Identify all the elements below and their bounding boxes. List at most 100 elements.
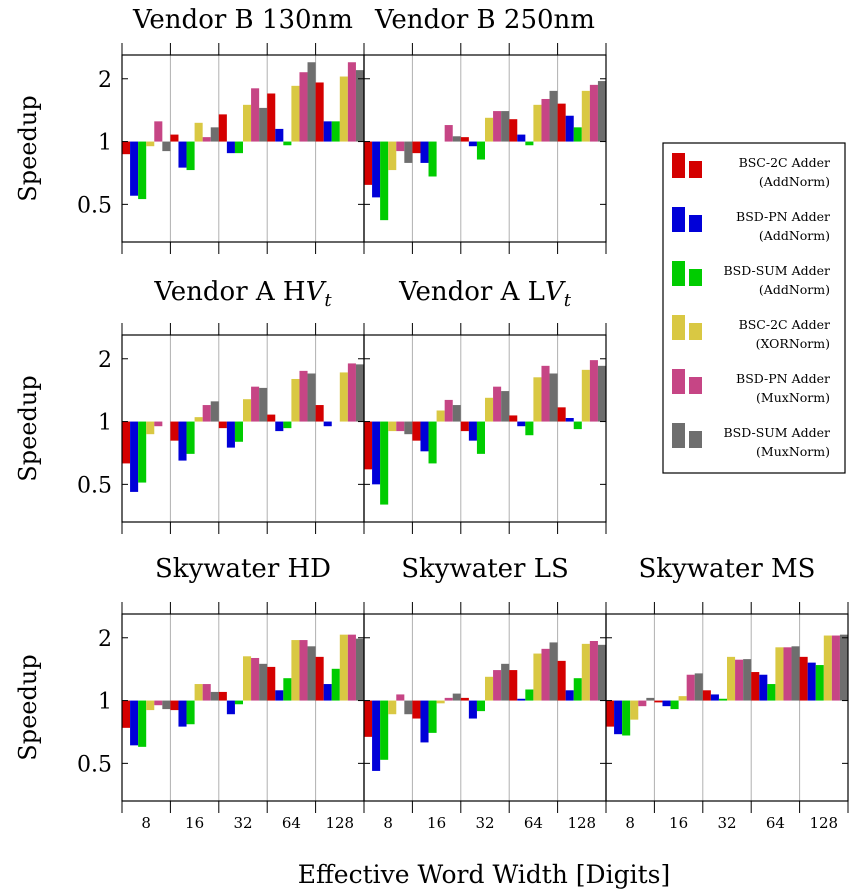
legend-swatch (672, 423, 685, 448)
legend-swatch (672, 153, 685, 178)
bar (275, 421, 284, 432)
bar (541, 365, 550, 422)
bar (710, 694, 719, 701)
bar (339, 372, 348, 422)
bar (194, 122, 203, 142)
bar (251, 386, 260, 422)
bar (525, 141, 534, 146)
bar (428, 421, 437, 464)
bar (355, 364, 364, 422)
bar (388, 141, 397, 171)
legend-sublabel: (AddNorm) (759, 228, 830, 243)
bar (444, 697, 453, 701)
bar (468, 700, 477, 719)
bar (533, 377, 542, 422)
bar (557, 407, 566, 422)
bar (275, 128, 284, 142)
bar (234, 700, 243, 705)
x-tick-label: 16 (427, 814, 446, 832)
y-axis-label: Speedup (14, 654, 42, 760)
bar (194, 417, 203, 422)
panel-title: Skywater HD (155, 554, 331, 584)
bar (549, 90, 558, 142)
bar (485, 397, 494, 422)
x-tick-label: 64 (524, 814, 543, 832)
bar (243, 104, 252, 142)
bar (307, 62, 316, 142)
bar (122, 141, 131, 155)
panel-frame (605, 613, 849, 802)
bar (364, 141, 373, 185)
y-axis-label: Speedup (14, 375, 42, 481)
y-axis-label: Speedup (14, 95, 42, 201)
bar (452, 693, 461, 701)
bar (299, 72, 308, 142)
bar (799, 656, 808, 701)
bar (122, 421, 131, 464)
bar (517, 698, 526, 701)
bar (525, 689, 534, 701)
bar (347, 363, 356, 422)
bar (275, 690, 284, 701)
bar (509, 670, 518, 701)
bar (702, 690, 711, 701)
legend-swatch (689, 161, 702, 178)
bar (234, 141, 243, 154)
legend-label: BSD-SUM Adder (723, 263, 830, 278)
bar (654, 700, 663, 703)
bar (347, 634, 356, 701)
bar (493, 386, 502, 422)
legend-label: BSD-PN Adder (736, 209, 830, 224)
bar (218, 421, 227, 429)
legend-swatch (689, 215, 702, 232)
bar (468, 421, 477, 441)
bar (428, 700, 437, 733)
bar (420, 700, 429, 743)
bar (404, 141, 413, 163)
bar (202, 684, 211, 701)
legend-sublabel: (AddNorm) (759, 174, 830, 189)
bar (581, 369, 590, 422)
y-tick-label: 1 (98, 411, 112, 436)
bar (412, 141, 421, 154)
panel-0: 0.5 1 2 Vendor B 130nm (77, 5, 365, 254)
bar (767, 684, 776, 701)
panel-6: Skywater MS (605, 554, 849, 813)
bar (743, 659, 752, 701)
bar (565, 418, 574, 422)
bar (694, 673, 703, 701)
bar (581, 643, 590, 701)
bar (783, 647, 792, 701)
bar (517, 421, 526, 427)
bar (501, 663, 510, 701)
bar (323, 684, 332, 701)
bar (581, 90, 590, 142)
bar (178, 421, 187, 461)
bar (670, 700, 679, 710)
bar (138, 141, 147, 200)
x-tick-label: 64 (282, 814, 301, 832)
bar (178, 141, 187, 168)
bar (412, 700, 421, 719)
bar (638, 700, 647, 707)
y-tick-label: 2 (98, 348, 112, 373)
panel-title: Skywater MS (639, 554, 816, 584)
bar (291, 640, 300, 701)
bar (476, 700, 485, 712)
bar (678, 696, 687, 701)
x-tick-label: 32 (717, 814, 736, 832)
bar (775, 647, 784, 701)
bar (404, 421, 413, 435)
bar (251, 88, 260, 142)
bar (533, 104, 542, 142)
bar (404, 700, 413, 715)
legend-label: BSC-2C Adder (739, 317, 830, 332)
x-tick-label: 128 (809, 814, 838, 832)
bar (299, 370, 308, 422)
bar (267, 414, 276, 422)
y-tick-label: 2 (98, 627, 112, 652)
bar (573, 421, 582, 430)
bar (202, 405, 211, 422)
bar (243, 399, 252, 422)
bar (557, 660, 566, 701)
